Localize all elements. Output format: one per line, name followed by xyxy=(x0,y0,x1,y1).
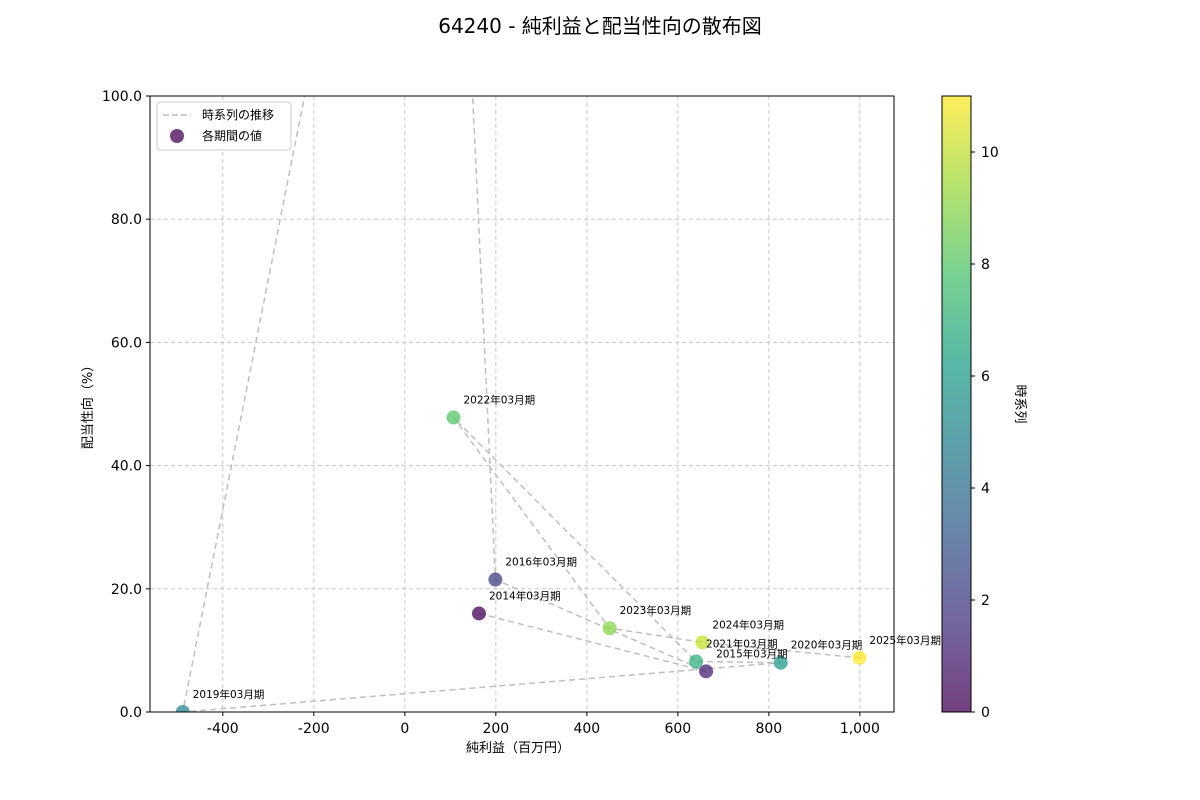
data-point xyxy=(699,664,714,679)
x-tick-label: 200 xyxy=(482,721,509,737)
point-label: 2020年03月期 xyxy=(791,639,863,652)
x-tick-label: 400 xyxy=(573,721,600,737)
legend-point-label: 各期間の値 xyxy=(202,128,262,143)
x-tick-label: 1,000 xyxy=(840,721,880,737)
point-label: 2015年03月期 xyxy=(716,647,788,660)
y-axis-ticks: 0.0 20.0 40.0 60.0 80.0 100.0 xyxy=(102,89,150,721)
data-point xyxy=(773,655,788,670)
data-point xyxy=(175,705,190,712)
x-axis-ticks: -400 -200 0 200 400 600 800 1,000 xyxy=(207,712,880,737)
y-tick-label: 0.0 xyxy=(120,705,142,721)
colorbar: 0 2 4 6 8 10 時系列 xyxy=(941,95,1027,721)
x-tick-label: 0 xyxy=(400,721,409,737)
point-label: 2024年03月期 xyxy=(712,618,784,631)
legend-point-swatch xyxy=(170,129,184,143)
point-label: 2021年03月期 xyxy=(706,637,778,650)
x-tick-label: 600 xyxy=(664,721,691,737)
y-axis-label: 配当性向（%） xyxy=(80,359,96,449)
colorbar-tick-label: 2 xyxy=(981,593,990,609)
grid xyxy=(150,96,894,712)
legend-line-label: 時系列の推移 xyxy=(202,108,274,122)
x-tick-label: 800 xyxy=(755,721,782,737)
y-tick-label: 20.0 xyxy=(111,582,142,598)
point-label: 2022年03月期 xyxy=(464,394,536,407)
data-point xyxy=(689,654,704,669)
y-tick-label: 100.0 xyxy=(102,89,142,105)
data-point xyxy=(695,635,710,650)
colorbar-tick-label: 6 xyxy=(981,369,990,385)
x-axis-label: 純利益（百万円） xyxy=(466,741,570,756)
colorbar-tick-label: 10 xyxy=(981,145,999,161)
plot-frame xyxy=(149,95,895,713)
y-tick-label: 60.0 xyxy=(111,335,142,351)
colorbar-ticks: 0 2 4 6 8 10 xyxy=(971,145,999,721)
point-label: 2016年03月期 xyxy=(505,556,577,569)
colorbar-tick-label: 0 xyxy=(981,705,990,721)
trend-polyline xyxy=(181,96,860,712)
y-tick-label: 40.0 xyxy=(111,459,142,475)
chart-title: 64240 - 純利益と配当性向の散布図 xyxy=(438,14,762,38)
x-tick-label: -400 xyxy=(207,721,239,737)
data-point xyxy=(852,650,867,665)
colorbar-label: 時系列 xyxy=(1012,384,1027,423)
point-label: 2023年03月期 xyxy=(620,604,692,617)
x-tick-label: -200 xyxy=(298,721,330,737)
data-point xyxy=(488,572,503,587)
colorbar-tick-label: 4 xyxy=(981,481,990,497)
data-point xyxy=(602,621,617,636)
data-point xyxy=(446,410,461,425)
data-points xyxy=(175,410,867,712)
y-tick-label: 80.0 xyxy=(111,212,142,228)
point-label: 2025年03月期 xyxy=(869,634,941,647)
data-point xyxy=(471,606,486,621)
trend-line xyxy=(181,96,860,712)
point-label: 2014年03月期 xyxy=(489,589,561,602)
colorbar-gradient xyxy=(941,95,972,713)
point-label: 2019年03月期 xyxy=(193,688,265,701)
colorbar-tick-label: 8 xyxy=(981,257,990,273)
point-annotations: 2014年03月期 2015年03月期 2016年03月期 2019年03月期 2020… xyxy=(193,394,941,701)
legend: 時系列の推移 各期間の値 xyxy=(156,101,292,151)
